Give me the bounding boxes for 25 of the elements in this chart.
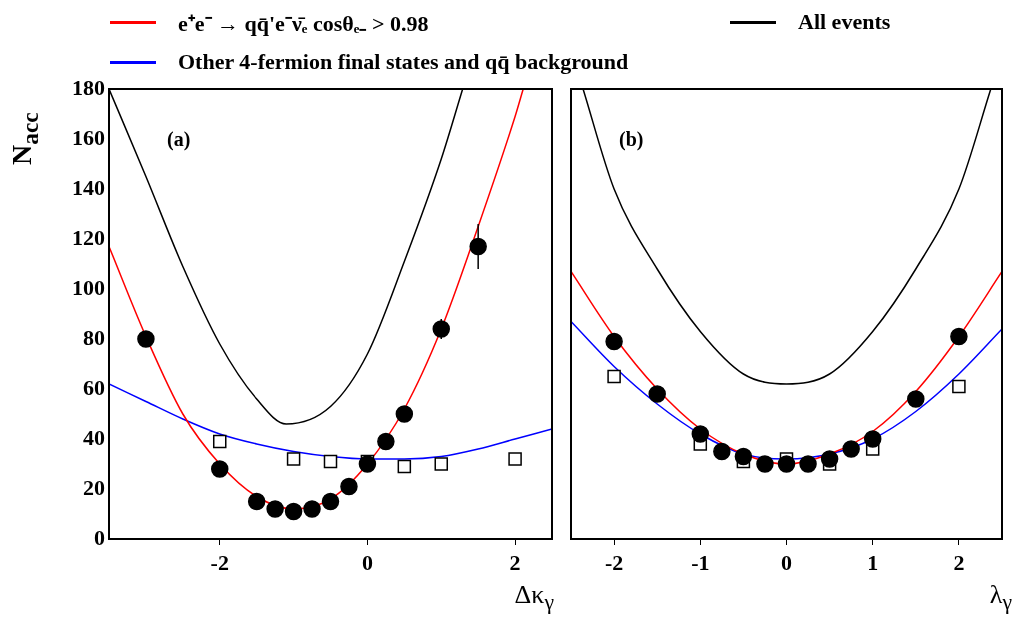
y-tick-label: 40 (83, 424, 105, 450)
x-tick-label: 1 (867, 549, 879, 575)
x-axis-title: Δκ$_{γ}$ (514, 580, 554, 616)
y-tick-label: 140 (72, 174, 105, 200)
y-tick-label: 100 (72, 274, 105, 300)
x-tick-label: 0 (361, 549, 373, 575)
legend-label: Other 4-fermion final states and qq̄ background (178, 49, 629, 75)
x-tick-label: 2 (509, 549, 521, 575)
y-tick-label: 80 (83, 324, 105, 350)
y-tick-label: 60 (83, 374, 105, 400)
legend-label: e⁺e⁻ → qq̄'e⁻ν̄ₑ cosθₑ₋ > 0.98 (178, 10, 429, 37)
legend-label: All events (798, 9, 891, 35)
x-tick-label: -1 (691, 549, 710, 575)
x-tick-label: 0 (781, 549, 792, 575)
y-tick-label: 0 (94, 524, 105, 550)
x-tick-label: 2 (953, 549, 965, 575)
y-tick-label: 120 (72, 224, 105, 250)
annotation: (a) (167, 128, 191, 151)
y-tick-label: 20 (83, 474, 105, 500)
annotation: (b) (619, 128, 644, 151)
y-tick-label: 180 (72, 74, 105, 100)
x-tick-label: -2 (210, 549, 229, 575)
x-tick-label: -2 (604, 549, 624, 575)
y-tick-label: 160 (72, 124, 105, 150)
x-axis-title: λ$_{γ}$ (989, 580, 1012, 616)
